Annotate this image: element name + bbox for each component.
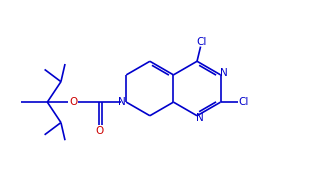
Text: N: N (118, 97, 126, 107)
Text: O: O (69, 97, 77, 107)
Text: N: N (220, 68, 228, 78)
Text: N: N (197, 113, 204, 123)
Text: Cl: Cl (239, 97, 249, 107)
Text: O: O (95, 126, 103, 136)
Text: Cl: Cl (197, 37, 207, 47)
